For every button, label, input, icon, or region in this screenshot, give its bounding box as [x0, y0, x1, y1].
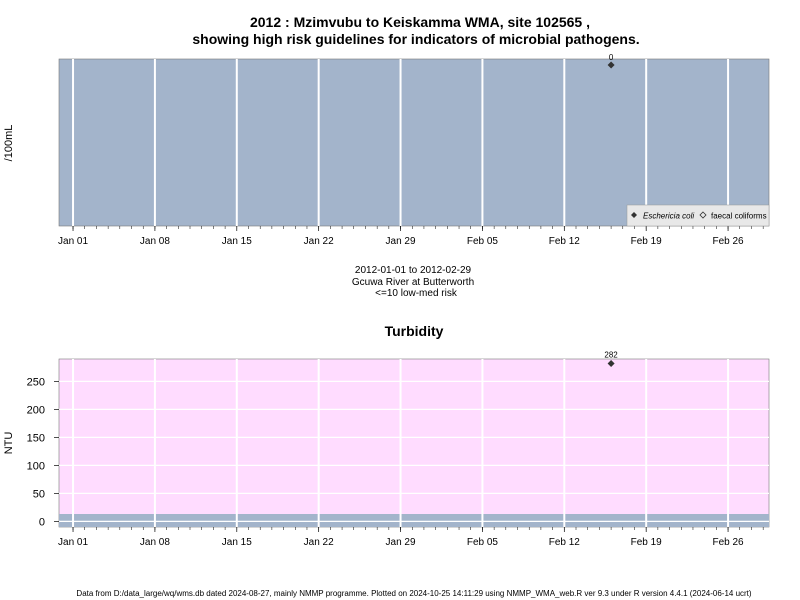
date-range-caption: 2012-01-01 to 2012-02-29	[355, 265, 472, 276]
turbidity-y-axis-label: NTU	[3, 432, 15, 455]
x-tick-label: Jan 08	[140, 537, 170, 548]
turbidity-plot-area	[58, 358, 770, 528]
data-source-footer: Data from D:/data_large/wq/wms.db dated …	[76, 589, 751, 598]
turbidity-x-axis: Jan 01 Jan 08 Jan 15 Jan 22 Jan 29 Feb 05 Feb …	[58, 527, 764, 548]
x-tick-label: Jan 22	[304, 537, 334, 548]
x-tick-label: Feb 12	[549, 537, 581, 548]
turbidity-point-label: 282	[604, 350, 618, 359]
turbidity-marks: 282	[604, 350, 618, 367]
figure-title-line2: showing high risk guidelines for indicat…	[192, 31, 639, 47]
legend-ecoli-marker	[631, 212, 637, 218]
ecoli-y-axis-label: /100mL	[3, 125, 15, 162]
figure-title-line1: 2012 : Mzimvubu to Keiskamma WMA, site 1…	[250, 14, 590, 30]
y-tick-label: 100	[27, 460, 45, 472]
legend-box	[626, 204, 770, 227]
site-name-caption: Gcuwa River at Butterworth	[352, 277, 474, 288]
x-tick-label: Jan 29	[386, 236, 416, 247]
x-tick-label: Jan 22	[304, 236, 334, 247]
x-tick-label: Jan 15	[222, 236, 252, 247]
y-tick-label: 150	[27, 432, 45, 444]
x-tick-label: Jan 01	[58, 537, 88, 548]
y-tick-label: 0	[39, 516, 45, 528]
ecoli-point	[607, 61, 615, 69]
legend-faecal-label: faecal coliforms	[711, 212, 767, 221]
y-tick-label: 50	[33, 488, 45, 500]
legend-ecoli-label: Eschericia coli	[643, 212, 694, 221]
turbidity-point	[607, 359, 615, 367]
x-tick-label: Feb 05	[467, 537, 499, 548]
x-tick-label: Feb 19	[631, 537, 663, 548]
x-tick-label: Feb 05	[467, 236, 499, 247]
x-tick-label: Feb 12	[549, 236, 581, 247]
ecoli-grid	[72, 59, 730, 226]
turbidity-y-axis: 0 50 100 150 200 250	[27, 376, 59, 528]
ecoli-x-axis: Jan 01 Jan 08 Jan 15 Jan 22 Jan 29 Feb 05 Feb …	[58, 226, 764, 247]
x-tick-label: Feb 26	[712, 537, 744, 548]
turbidity-title: Turbidity	[385, 323, 444, 339]
x-tick-label: Jan 08	[140, 236, 170, 247]
turbidity-grid	[59, 359, 769, 527]
risk-caption: <=10 low-med risk	[375, 288, 458, 299]
x-tick-label: Feb 26	[712, 236, 744, 247]
y-tick-label: 250	[27, 376, 45, 388]
x-tick-label: Feb 19	[631, 236, 663, 247]
turbidity-low-risk-band	[59, 514, 769, 527]
x-tick-label: Jan 01	[58, 236, 88, 247]
ecoli-plot-area	[58, 58, 770, 227]
y-tick-label: 200	[27, 404, 45, 416]
turbidity-panel: 0 50 100 150 200 250 Jan 01 Jan 08 Jan 15 Jan 22…	[3, 350, 770, 548]
ecoli-point-label: 0	[609, 53, 614, 62]
legend-faecal-marker	[699, 211, 707, 219]
x-tick-label: Jan 29	[386, 537, 416, 548]
ecoli-legend: Eschericia coli faecal coliforms	[626, 204, 770, 227]
ecoli-panel: Jan 01 Jan 08 Jan 15 Jan 22 Jan 29 Feb 05 Feb …	[3, 53, 770, 247]
ecoli-marks: 0	[607, 53, 615, 69]
x-tick-label: Jan 15	[222, 537, 252, 548]
